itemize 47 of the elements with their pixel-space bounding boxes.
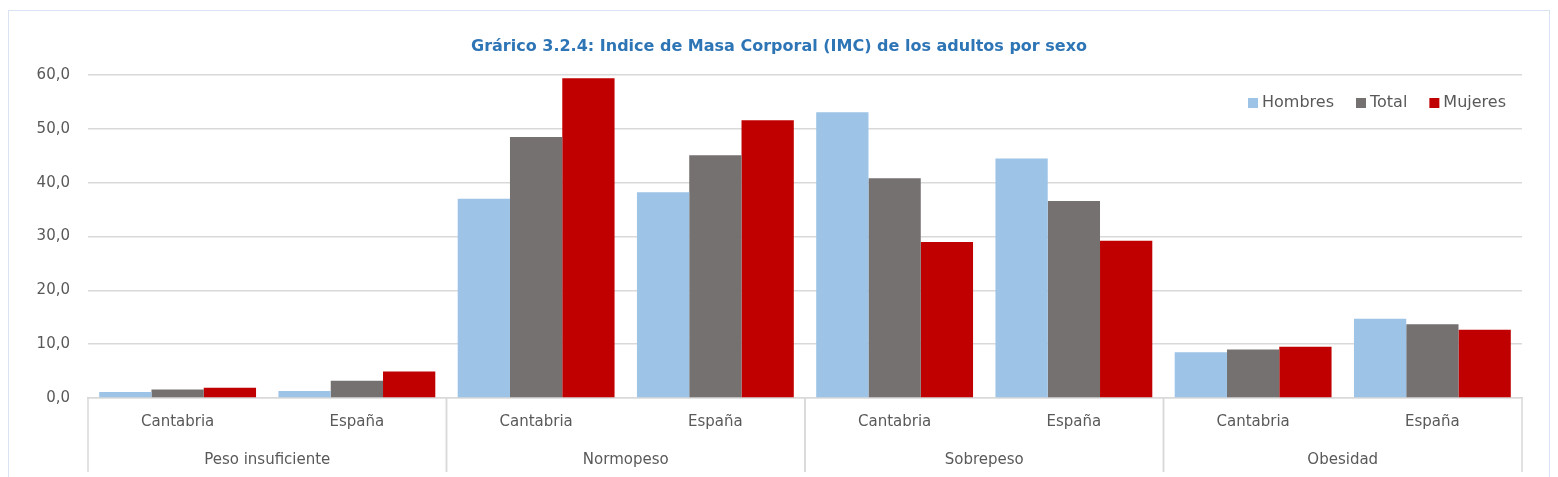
bar xyxy=(509,136,563,398)
chart-title: Grárico 3.2.4: Indice de Masa Corporal (IMC) de los adultos por sexo xyxy=(471,36,1087,56)
x-tick-label: España xyxy=(688,411,743,430)
bar xyxy=(1174,352,1227,398)
bar xyxy=(383,371,436,398)
bar xyxy=(457,198,510,398)
bar xyxy=(995,158,1048,398)
bar xyxy=(1100,240,1153,398)
bar xyxy=(330,380,384,398)
x-tick-label: Cantabria xyxy=(140,411,215,430)
bar xyxy=(1226,349,1280,398)
legend-label: Hombres xyxy=(1262,92,1334,112)
legend-label: Mujeres xyxy=(1443,92,1506,112)
bar xyxy=(868,178,921,398)
bar xyxy=(1279,346,1332,398)
y-tick-label: 30,0 xyxy=(36,226,70,245)
y-tick-label: 40,0 xyxy=(36,172,70,191)
y-tick-label: 10,0 xyxy=(36,334,70,353)
bar xyxy=(636,192,690,398)
bar xyxy=(278,391,331,398)
y-tick-label: 50,0 xyxy=(36,118,70,137)
bar xyxy=(151,389,204,398)
bar xyxy=(920,241,974,398)
y-tick-label: 20,0 xyxy=(36,280,70,299)
bar xyxy=(689,155,742,398)
legend-label: Total xyxy=(1368,92,1408,112)
bar xyxy=(1047,200,1101,398)
x-tick-label: Cantabria xyxy=(857,411,932,430)
x-tick-label: Cantabria xyxy=(499,411,573,430)
bar xyxy=(741,120,794,398)
bar xyxy=(562,78,615,398)
bar xyxy=(1406,324,1459,398)
y-tick-label: 0,0 xyxy=(46,387,70,406)
bar xyxy=(99,392,152,398)
x-tick-label: España xyxy=(1046,411,1102,430)
text: Sobrepeso xyxy=(944,449,1024,468)
text: Normopeso xyxy=(582,449,669,468)
bar xyxy=(1353,318,1407,398)
y-tick-label: 60,0 xyxy=(36,64,70,83)
x-tick-label: España xyxy=(329,411,385,430)
bar xyxy=(203,387,257,398)
text: Peso insuficiente xyxy=(204,449,331,468)
x-tick-label: España xyxy=(1405,411,1460,430)
bar xyxy=(1458,329,1511,398)
x-tick-label: Cantabria xyxy=(1216,411,1290,430)
text: Obesidad xyxy=(1307,449,1379,468)
bar xyxy=(816,112,869,398)
